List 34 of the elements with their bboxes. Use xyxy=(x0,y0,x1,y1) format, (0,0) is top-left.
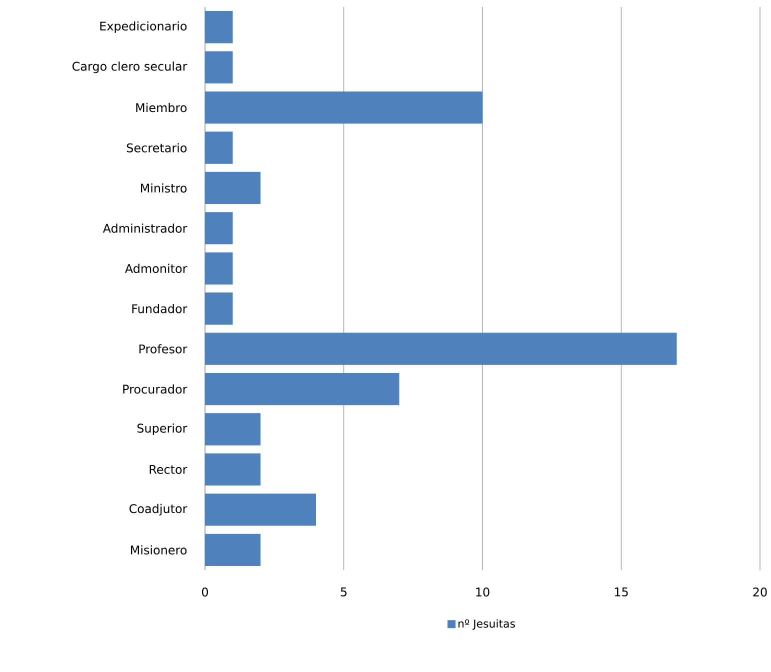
x-tick-label: 0 xyxy=(202,588,208,597)
x-tick-label: 10 xyxy=(476,588,490,597)
y-tick-label: Superior xyxy=(137,423,188,436)
y-tick-label: Rector xyxy=(150,465,188,474)
bar xyxy=(204,212,233,244)
bar xyxy=(204,11,233,44)
y-tick-label: Procurador xyxy=(123,384,188,394)
y-tick-label: Administrador xyxy=(102,224,188,233)
bar xyxy=(204,494,316,526)
bar xyxy=(204,534,260,566)
y-tick-label: Misionero xyxy=(130,545,187,555)
bar xyxy=(204,292,233,325)
bar xyxy=(204,252,233,284)
bar xyxy=(204,91,482,124)
bar xyxy=(204,413,260,446)
y-tick-label: Coadjutor xyxy=(130,504,188,516)
y-tick-label: Profesor xyxy=(139,344,188,354)
y-tick-label: Fundador xyxy=(132,304,188,314)
legend-label: nº Jesuitas xyxy=(458,619,515,630)
bar xyxy=(204,132,233,164)
y-tick-label: Expedicionario xyxy=(100,21,187,33)
y-tick-label: Ministro xyxy=(140,183,187,193)
bar xyxy=(204,372,400,406)
y-tick-label: Secretario xyxy=(126,143,187,152)
bar xyxy=(204,332,677,365)
bar xyxy=(204,172,260,204)
y-tick-label: Admonitor xyxy=(124,264,188,274)
x-tick-label: 15 xyxy=(614,588,628,596)
y-tick-label: Cargo clero secular xyxy=(72,62,188,74)
x-tick-label: 5 xyxy=(340,588,347,596)
bar xyxy=(204,453,260,486)
bar xyxy=(204,51,233,84)
y-tick-label: Miembro xyxy=(136,102,187,112)
x-tick-label: 20 xyxy=(753,588,767,597)
